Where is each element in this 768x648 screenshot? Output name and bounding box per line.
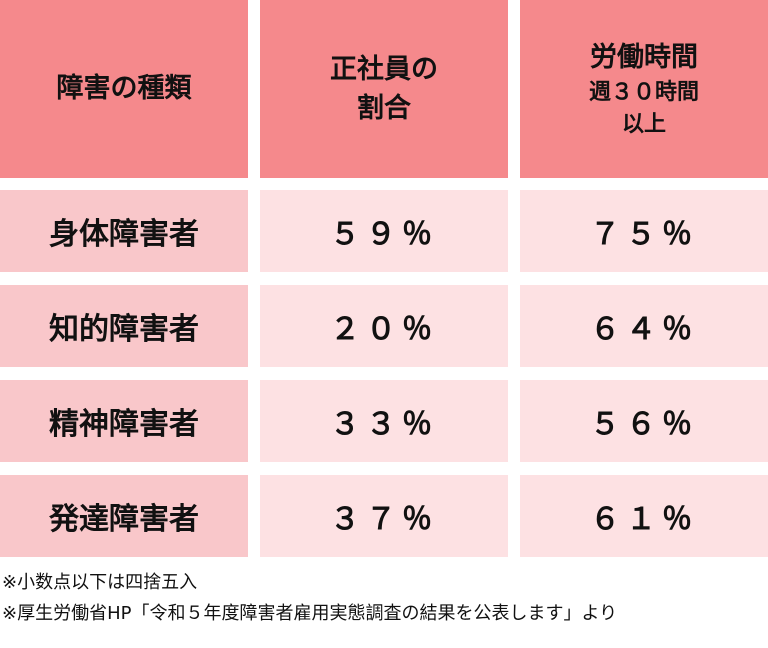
row-label: 身体障害者: [0, 190, 248, 272]
value-cell: ３３％: [260, 380, 508, 462]
header-text: 割合: [357, 93, 411, 124]
value-cell: ６１％: [520, 475, 768, 557]
header-text: 障害の種類: [56, 73, 192, 105]
value-cell: ７５％: [520, 190, 768, 272]
value-cell: ３７％: [260, 475, 508, 557]
row-label: 精神障害者: [0, 380, 248, 462]
header-cell: 正社員の 割合: [260, 0, 508, 178]
header-subtext: 以上: [621, 111, 666, 137]
header-cell: 障害の種類: [0, 0, 248, 178]
header-cell: 労働時間週３０時間以上: [520, 0, 768, 178]
header-subtext: 週３０時間: [588, 79, 699, 105]
value-cell: ５９％: [260, 190, 508, 272]
header-text: 正社員の: [330, 53, 438, 85]
footnote: ※小数点以下は四捨五入: [2, 572, 198, 593]
value-cell: ２０％: [260, 285, 508, 367]
row-label: 発達障害者: [0, 475, 248, 557]
row-label: 知的障害者: [0, 285, 248, 367]
value-cell: ６４％: [520, 285, 768, 367]
value-cell: ５６％: [520, 380, 768, 462]
header-text: 労働時間: [590, 41, 698, 73]
footnote: ※厚生労働省HP「令和５年度障害者雇用実態調査の結果を公表します」より: [2, 603, 618, 624]
